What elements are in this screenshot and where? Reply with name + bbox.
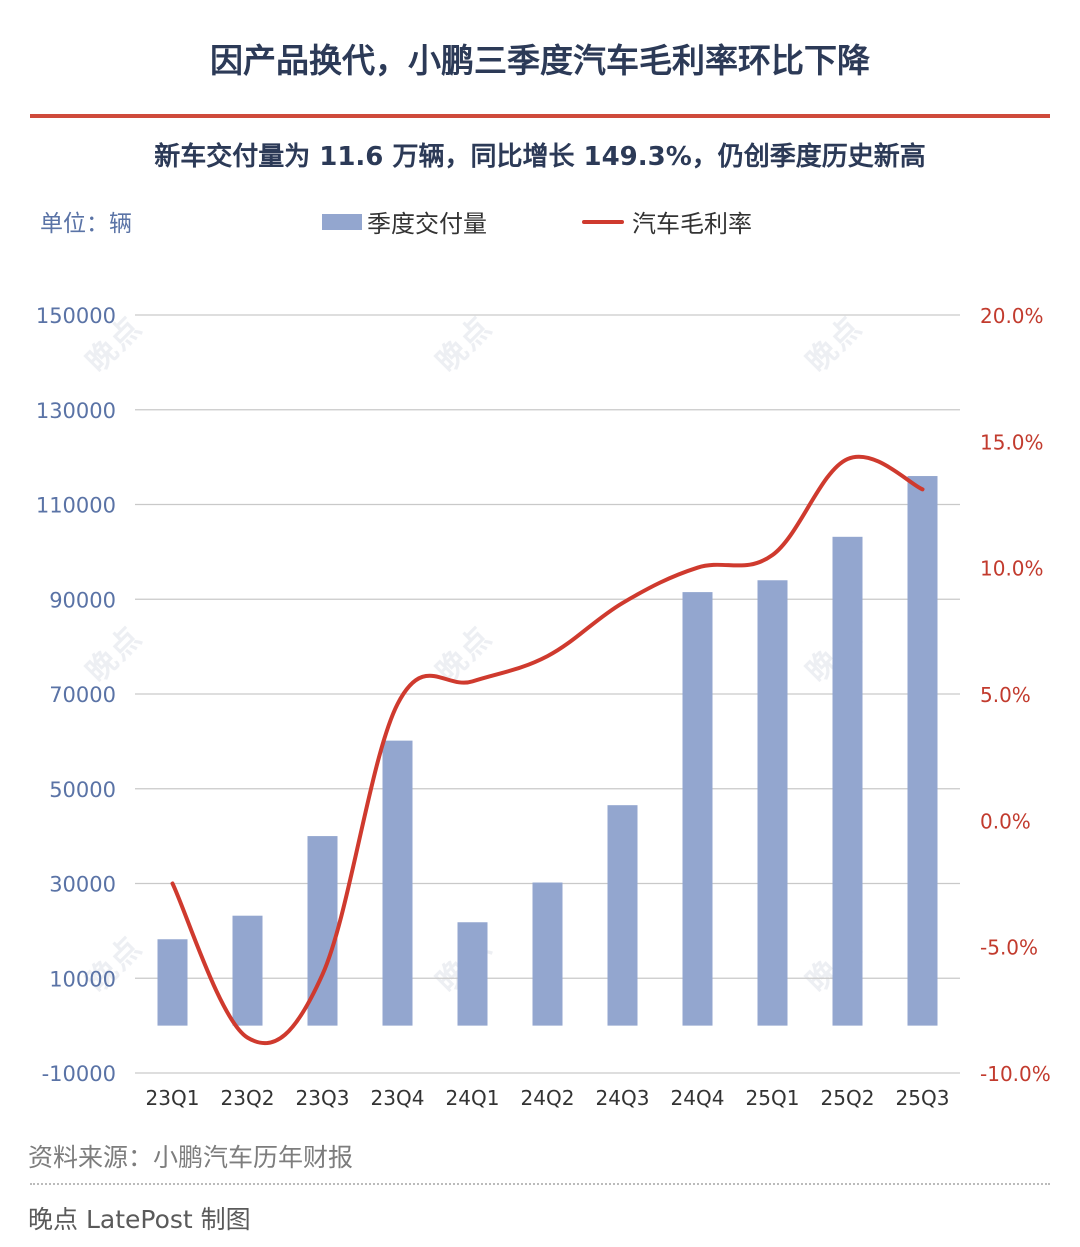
bar bbox=[382, 740, 413, 1026]
bar bbox=[607, 805, 638, 1026]
x-axis-tick-label: 25Q1 bbox=[746, 1086, 800, 1110]
legend-bar-swatch bbox=[322, 213, 362, 230]
left-axis-tick-label: 30000 bbox=[49, 873, 116, 897]
left-axis-tick-label: 70000 bbox=[49, 683, 116, 707]
x-axis-tick-label: 23Q3 bbox=[296, 1086, 350, 1110]
left-axis-tick-label: 150000 bbox=[36, 304, 116, 328]
source-note: 资料来源：小鹏汽车历年财报 bbox=[28, 1143, 354, 1172]
legend-item-deliveries: 季度交付量 bbox=[322, 204, 487, 239]
x-axis-tick-label: 23Q1 bbox=[146, 1086, 200, 1110]
x-axis-tick-label: 25Q3 bbox=[896, 1086, 950, 1110]
x-axis-tick-label: 24Q1 bbox=[446, 1086, 500, 1110]
right-axis-tick-label: 20.0% bbox=[980, 304, 1044, 328]
bar bbox=[832, 536, 863, 1026]
bar bbox=[232, 915, 263, 1026]
bar bbox=[457, 922, 488, 1026]
right-axis-tick-label: 15.0% bbox=[980, 430, 1044, 454]
legend-bar-label: 季度交付量 bbox=[367, 210, 487, 238]
credit-note: 晚点 LatePost 制图 bbox=[28, 1205, 251, 1234]
right-axis-tick-label: -10.0% bbox=[980, 1062, 1051, 1086]
left-axis-tick-label: 130000 bbox=[36, 399, 116, 423]
footer-divider bbox=[30, 1183, 1050, 1185]
right-axis-tick-label: 10.0% bbox=[980, 557, 1044, 581]
legend-item-gross-margin: 汽车毛利率 bbox=[582, 204, 752, 239]
bar bbox=[682, 592, 713, 1026]
x-axis-tick-label: 24Q4 bbox=[671, 1086, 725, 1110]
chart-subtitle: 新车交付量为 11.6 万辆，同比增长 149.3%，仍创季度历史新高 bbox=[154, 142, 926, 172]
title-divider bbox=[30, 114, 1050, 118]
bar bbox=[157, 939, 188, 1026]
gross-margin-line bbox=[170, 454, 925, 1046]
left-axis-tick-label: 10000 bbox=[49, 967, 116, 991]
bar bbox=[532, 882, 563, 1026]
x-axis-tick-label: 24Q2 bbox=[521, 1086, 575, 1110]
right-axis-tick-label: -5.0% bbox=[980, 936, 1038, 960]
x-axis-tick-label: 23Q2 bbox=[221, 1086, 275, 1110]
bar bbox=[757, 580, 788, 1026]
x-axis-tick-label: 24Q3 bbox=[596, 1086, 650, 1110]
right-axis-tick-label: 5.0% bbox=[980, 683, 1031, 707]
x-axis-tick-label: 25Q2 bbox=[821, 1086, 875, 1110]
legend-line-label: 汽车毛利率 bbox=[632, 210, 752, 238]
left-axis-tick-label: 110000 bbox=[36, 494, 116, 518]
left-axis-tick-label: 90000 bbox=[49, 588, 116, 612]
x-axis-tick-label: 23Q4 bbox=[371, 1086, 425, 1110]
right-axis-tick-label: 0.0% bbox=[980, 809, 1031, 833]
chart-title: 因产品换代，小鹏三季度汽车毛利率环比下降 bbox=[210, 41, 870, 80]
legend-line-swatch bbox=[582, 219, 624, 224]
bar bbox=[907, 476, 938, 1026]
left-axis-tick-label: -10000 bbox=[42, 1062, 116, 1086]
unit-label: 单位：辆 bbox=[40, 211, 132, 237]
left-axis-tick-label: 50000 bbox=[49, 778, 116, 802]
